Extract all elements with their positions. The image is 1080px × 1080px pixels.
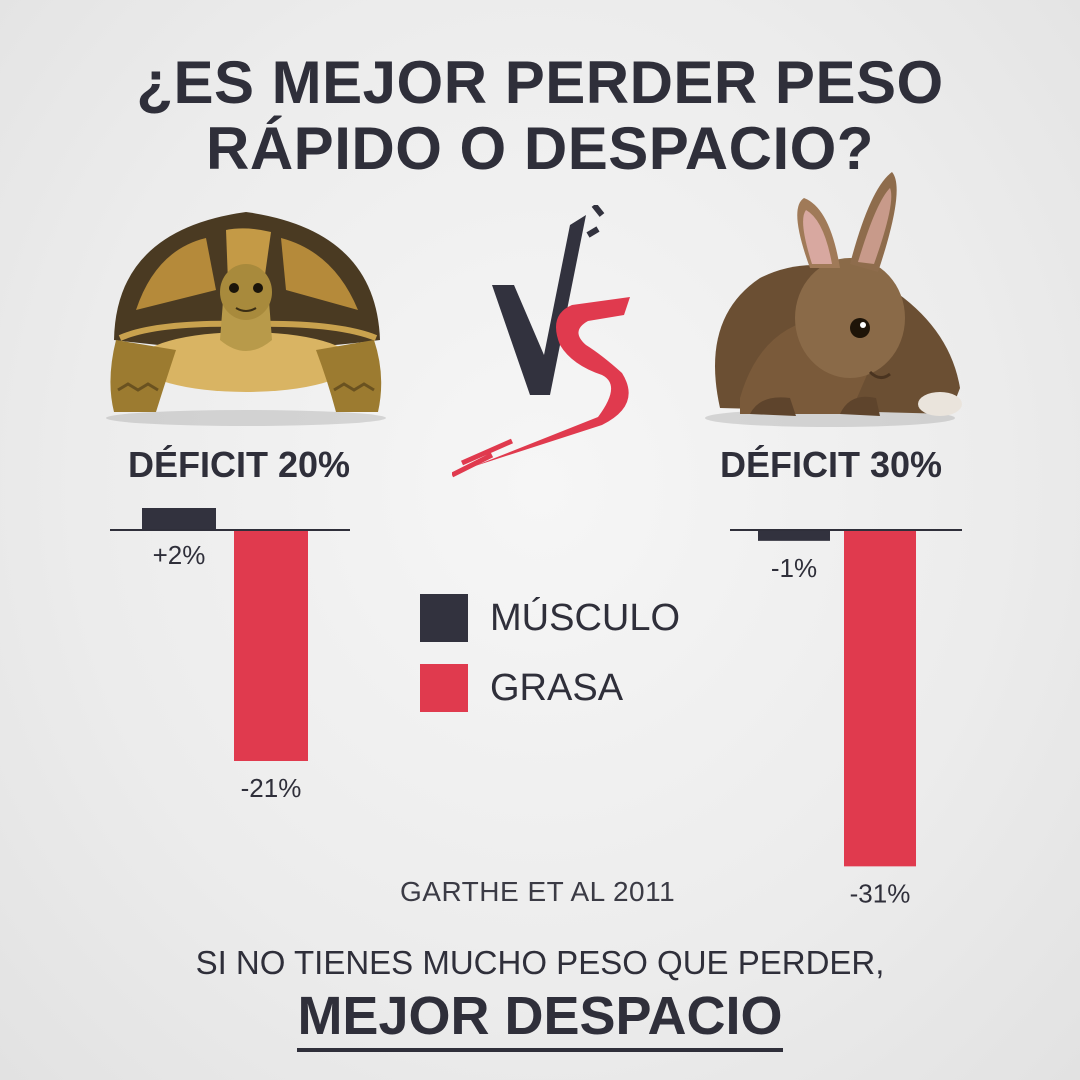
rabbit-image [705,172,962,427]
legend-swatch-fat [420,664,468,712]
page-title: ¿ES MEJOR PERDER PESO RÁPIDO O DESPACIO? [0,50,1080,182]
chart-deficit-20-svg: +2% -21% [110,508,350,803]
data-label-muscle: +2% [153,540,206,570]
legend-item-fat: GRASA [420,664,680,712]
deficit-20-label: DÉFICIT 20% [128,444,351,485]
legend-label-muscle: MÚSCULO [490,596,681,639]
legend-swatch-muscle [420,594,468,642]
legend-label-fat: GRASA [490,666,624,709]
footer-line-2: MEJOR DESPACIO [297,986,783,1052]
bar-muscle [142,508,216,530]
bar-fat [844,530,916,867]
tortoise-image [106,212,386,426]
title-line-2: RÁPIDO O DESPACIO? [206,115,874,182]
data-label-fat: -21% [241,773,302,803]
footer: SI NO TIENES MUCHO PESO QUE PERDER, MEJO… [0,944,1080,1052]
legend: MÚSCULO GRASA [420,594,680,734]
source-citation: GARTHE ET AL 2011 [400,876,676,907]
chart-deficit-30-svg: -1% -31% [730,529,962,908]
title-line-1: ¿ES MEJOR PERDER PESO [136,49,944,116]
legend-item-muscle: MÚSCULO [420,594,680,642]
data-label-fat: -31% [850,878,911,908]
chart-deficit-30: -1% -31% [720,510,980,910]
bar-muscle [758,530,830,541]
chart-deficit-20: +2% -21% [110,490,370,820]
versus-icon [452,205,630,478]
bar-fat [234,530,308,761]
footer-line-1: SI NO TIENES MUCHO PESO QUE PERDER, [195,944,885,981]
data-label-muscle: -1% [771,553,817,583]
deficit-30-label: DÉFICIT 30% [720,444,943,485]
